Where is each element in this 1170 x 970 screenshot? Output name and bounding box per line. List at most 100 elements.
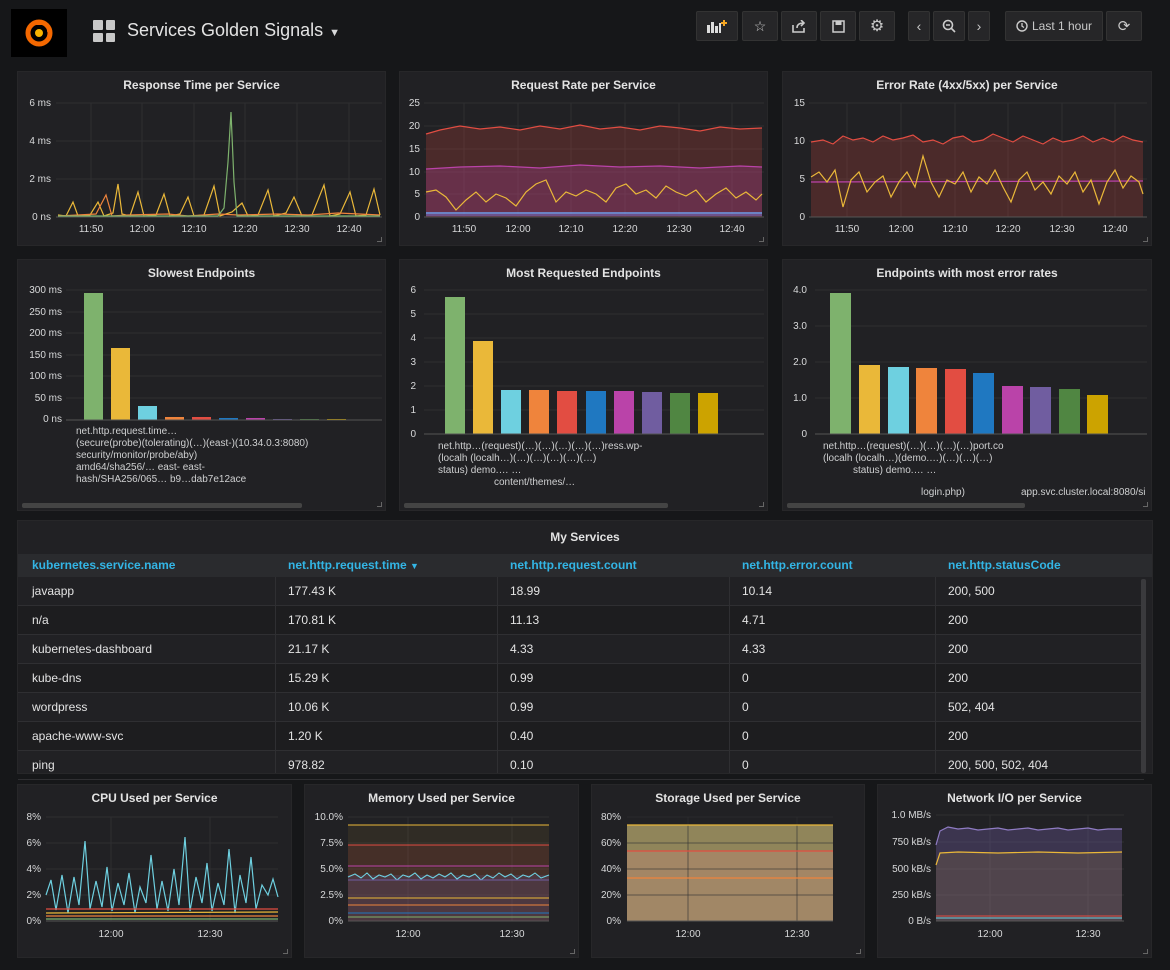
y-tick: 40% — [601, 864, 621, 875]
column-header[interactable]: net.http.error.count — [742, 558, 853, 572]
resize-handle[interactable] — [759, 237, 764, 242]
time-forward-button[interactable]: › — [968, 11, 990, 41]
settings-button[interactable]: ⚙ — [859, 11, 895, 41]
bar — [219, 418, 238, 420]
panel-cpu[interactable]: CPU Used per Service 8% 6% 4% 2% 0% 12:00 12:… — [17, 784, 292, 958]
horizontal-scrollbar[interactable] — [22, 503, 302, 508]
table-row[interactable]: wordpress 10.06 K 0.99 0 502, 404 — [18, 693, 1144, 722]
panel-memory[interactable]: Memory Used per Service 10.0% 7.5% 5.0% 2.5… — [304, 784, 579, 958]
save-button[interactable] — [820, 11, 856, 41]
column-divider — [497, 577, 498, 773]
x-label: login.php) — [921, 487, 965, 498]
panel-error-rate[interactable]: Error Rate (4xx/5xx) per Service 15 10 5 0 … — [782, 71, 1152, 246]
y-tick: 5 — [799, 174, 805, 185]
resize-handle[interactable] — [377, 237, 382, 242]
y-tick: 5.0% — [320, 864, 343, 875]
star-button[interactable]: ☆ — [742, 11, 778, 41]
series-line — [347, 872, 550, 881]
table-cell: 0 — [742, 729, 749, 743]
table-row[interactable]: kube-dns 15.29 K 0.99 0 200 — [18, 664, 1144, 693]
resize-handle[interactable] — [283, 949, 288, 954]
column-header[interactable]: net.http.statusCode — [948, 558, 1061, 572]
zoom-out-button[interactable] — [933, 11, 965, 41]
table-cell: 4.33 — [742, 642, 766, 656]
resize-handle[interactable] — [377, 502, 382, 507]
panel-response-time[interactable]: Response Time per Service 6 ms 4 ms 2 ms 0 … — [17, 71, 386, 246]
y-tick: 0 — [414, 212, 420, 223]
x-tick: 12:00 — [977, 929, 1002, 940]
y-tick: 2.0 — [793, 357, 807, 368]
table-cell: 0.10 — [510, 758, 534, 772]
y-tick: 0 ns — [32, 212, 51, 223]
panel-title[interactable]: Memory Used per Service — [368, 791, 515, 805]
table-cell: 15.29 K — [288, 671, 330, 685]
resize-handle[interactable] — [1143, 502, 1148, 507]
panel-title[interactable]: Response Time per Service — [123, 78, 280, 92]
resize-handle[interactable] — [1143, 237, 1148, 242]
x-tick: 12:10 — [558, 224, 583, 235]
table-cell: 0 — [742, 671, 749, 685]
add-panel-button[interactable] — [696, 11, 738, 41]
panel-most-requested[interactable]: Most Requested Endpoints 6 5 4 3 2 1 0 net.htt… — [399, 259, 768, 511]
resize-handle[interactable] — [759, 502, 764, 507]
resize-handle[interactable] — [1143, 949, 1148, 954]
dashboard-title[interactable]: Services Golden Signals ▼ — [127, 20, 340, 40]
bar — [192, 417, 211, 420]
x-tick: 12:30 — [1049, 224, 1074, 235]
table-row[interactable]: ping 978.82 0.10 0 200, 500, 502, 404 — [18, 751, 1144, 780]
chevron-down-icon: ▼ — [329, 27, 340, 39]
clock-icon — [1016, 20, 1028, 32]
refresh-button[interactable]: ⟳ — [1106, 11, 1142, 41]
panel-my-services[interactable]: My Services kubernetes.service.name net.… — [17, 520, 1153, 780]
time-back-button[interactable]: ‹ — [908, 11, 930, 41]
vertical-scrollbar[interactable] — [1141, 579, 1146, 773]
table-row[interactable]: kubernetes-dashboard 21.17 K 4.33 4.33 200 — [18, 635, 1144, 664]
table-row[interactable]: javaapp 177.43 K 18.99 10.14 200, 500 — [18, 577, 1144, 606]
panel-title[interactable]: Error Rate (4xx/5xx) per Service — [876, 78, 1058, 92]
panel-title[interactable]: Slowest Endpoints — [147, 266, 256, 280]
horizontal-scrollbar[interactable] — [404, 503, 668, 508]
table-row[interactable]: apache-www-svc 1.20 K 0.40 0 200 — [18, 722, 1144, 751]
y-tick: 250 kB/s — [892, 890, 931, 901]
panel-most-errors[interactable]: Endpoints with most error rates 4.0 3.0 2.… — [782, 259, 1152, 511]
dashboard-grid-icon[interactable] — [93, 20, 115, 42]
panel-storage[interactable]: Storage Used per Service 80% 60% 40% 20% 0% … — [591, 784, 865, 958]
horizontal-scrollbar[interactable] — [787, 503, 1025, 508]
x-tick: 12:00 — [888, 224, 913, 235]
panel-title[interactable]: Request Rate per Service — [511, 78, 656, 92]
x-tick: 12:40 — [719, 224, 744, 235]
bar — [642, 392, 662, 434]
panel-network[interactable]: Network I/O per Service 1.0 MB/s 750 kB/s… — [877, 784, 1152, 958]
bar — [1059, 389, 1080, 434]
series-line — [935, 826, 1122, 846]
y-tick: 100 ms — [29, 371, 62, 382]
column-header[interactable]: kubernetes.service.name — [32, 558, 176, 572]
bar — [246, 418, 265, 420]
resize-handle[interactable] — [570, 949, 575, 954]
share-button[interactable] — [781, 11, 817, 41]
column-header-sorted[interactable]: net.http.request.time ▼ — [288, 558, 419, 572]
panel-title[interactable]: My Services — [550, 530, 620, 544]
share-icon — [792, 19, 806, 33]
panel-title[interactable]: Most Requested Endpoints — [506, 266, 661, 280]
time-picker-button[interactable]: Last 1 hour — [1005, 11, 1103, 41]
resize-handle[interactable] — [856, 949, 861, 954]
panel-request-rate[interactable]: Request Rate per Service 25 20 15 10 5 0 11:5… — [399, 71, 768, 246]
x-label: (localh (localh…)(…)(…)(…)(…)(…) — [438, 453, 596, 464]
storage-chart: 80% 60% 40% 20% 0% 12:00 12:30 — [601, 812, 833, 940]
column-header[interactable]: net.http.request.count — [510, 558, 637, 572]
panel-slowest-endpoints[interactable]: Slowest Endpoints 300 ms 250 ms 200 ms 150 … — [17, 259, 386, 511]
panel-title[interactable]: CPU Used per Service — [91, 791, 218, 805]
grafana-logo-icon[interactable] — [11, 9, 67, 57]
series-area — [811, 134, 1143, 217]
y-tick: 4 — [410, 333, 416, 344]
panel-title[interactable]: Endpoints with most error rates — [876, 266, 1058, 280]
panel-title[interactable]: Network I/O per Service — [947, 791, 1082, 805]
x-tick: 11:50 — [79, 224, 104, 235]
panel-title[interactable]: Storage Used per Service — [655, 791, 801, 805]
bar — [473, 341, 493, 434]
x-tick: 12:30 — [284, 224, 309, 235]
x-tick: 12:20 — [232, 224, 257, 235]
table-row[interactable]: n/a 170.81 K 11.13 4.71 200 — [18, 606, 1144, 635]
x-tick: 12:00 — [129, 224, 154, 235]
